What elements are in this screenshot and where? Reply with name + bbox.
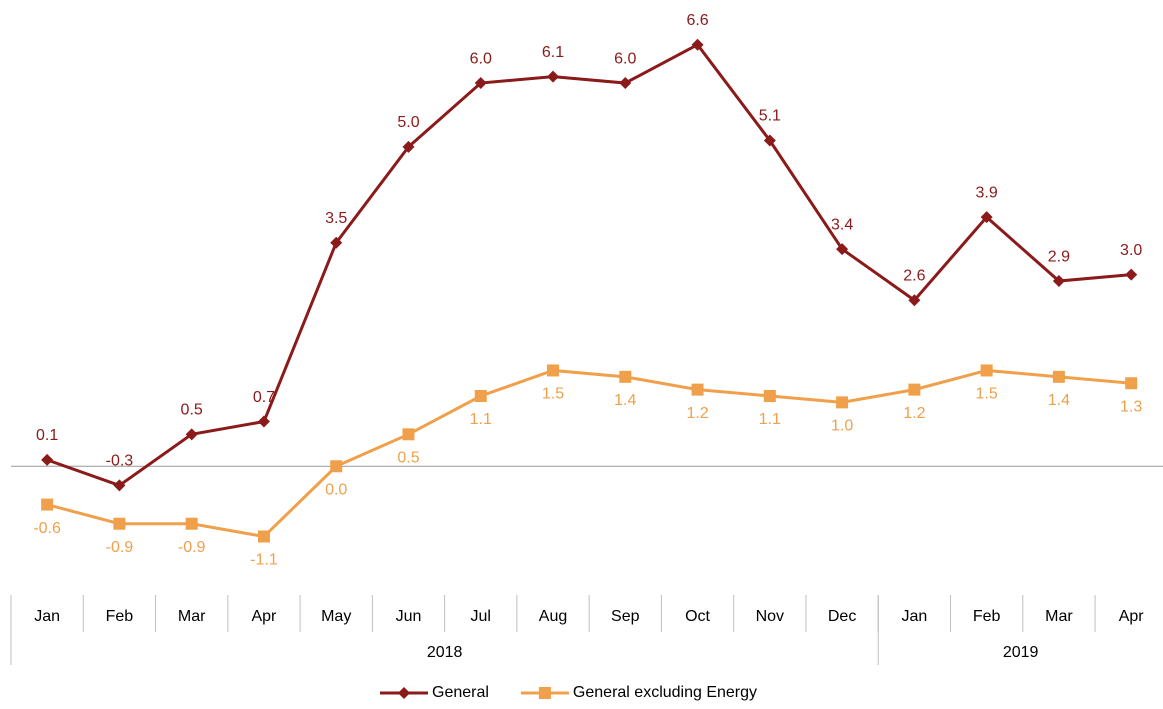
x-tick-label: Jan: [34, 608, 60, 625]
marker: [474, 77, 487, 90]
marker: [185, 517, 198, 530]
marker: [398, 687, 410, 699]
marker: [763, 390, 776, 402]
marker: [41, 453, 54, 466]
data-label: 0.5: [181, 402, 203, 419]
data-label: 0.5: [397, 450, 419, 467]
data-label: 1.4: [614, 392, 636, 409]
data-label: -0.9: [106, 539, 134, 556]
marker: [1125, 377, 1138, 390]
x-tick-label: Oct: [685, 608, 710, 625]
data-label: -0.3: [106, 453, 134, 470]
data-label: 3.5: [325, 210, 347, 227]
marker: [547, 364, 560, 377]
x-tick-label: Sep: [611, 608, 640, 625]
marker: [547, 70, 560, 83]
marker: [1125, 268, 1138, 281]
marker: [763, 134, 776, 147]
x-tick-label: Apr: [251, 608, 277, 625]
marker: [836, 243, 849, 256]
data-label: 6.6: [686, 12, 708, 29]
x-tick-label: Jan: [901, 608, 927, 625]
marker: [402, 428, 415, 441]
series-line: [46, 42, 1132, 488]
data-label: 1.5: [976, 386, 998, 403]
data-label: 1.1: [759, 411, 781, 428]
marker: [41, 498, 54, 511]
marker: [691, 383, 704, 396]
data-label: 2.6: [903, 267, 925, 284]
data-label: 0.7: [253, 389, 275, 406]
x-tick-label: Nov: [756, 608, 784, 625]
x-tick-label: Jun: [396, 608, 422, 625]
x-tick-label: Mar: [1045, 608, 1073, 625]
x-tick-label: Dec: [828, 608, 856, 625]
marker: [113, 479, 126, 492]
marker: [908, 383, 921, 396]
data-label: 1.2: [686, 405, 708, 422]
data-label: 1.0: [831, 418, 853, 435]
marker: [980, 364, 993, 377]
marker: [980, 211, 993, 224]
data-label: 1.4: [1048, 392, 1070, 409]
legend-label: General excluding Energy: [573, 684, 757, 701]
marker: [908, 294, 921, 307]
x-tick-label: Apr: [1119, 608, 1145, 625]
data-label: 3.9: [976, 184, 998, 201]
marker: [330, 460, 343, 473]
marker: [402, 140, 415, 153]
series-line: [46, 368, 1132, 539]
marker: [257, 415, 270, 428]
legend-label: General: [432, 684, 489, 701]
marker: [185, 428, 198, 441]
data-label: 3.4: [831, 216, 853, 233]
data-label: 3.0: [1120, 242, 1142, 259]
marker: [691, 38, 704, 51]
marker: [474, 390, 487, 402]
x-tick-label: Jul: [471, 608, 491, 625]
data-label: 0.1: [36, 427, 58, 444]
data-label: 0.0: [325, 481, 347, 498]
x-group-label: 2019: [1003, 644, 1039, 661]
marker: [836, 396, 849, 409]
marker: [330, 236, 343, 249]
data-label: -0.9: [178, 539, 206, 556]
marker: [1052, 370, 1065, 383]
data-label: 5.1: [759, 108, 781, 125]
x-tick-label: Mar: [178, 608, 206, 625]
data-label: 6.0: [470, 50, 492, 67]
data-label: 1.5: [542, 386, 564, 403]
data-label: 5.0: [397, 114, 419, 131]
marker: [1052, 275, 1065, 288]
data-label: 1.2: [903, 405, 925, 422]
data-label: 1.1: [470, 411, 492, 428]
marker: [619, 77, 632, 90]
x-tick-label: Feb: [106, 608, 134, 625]
data-label: 1.3: [1120, 398, 1142, 415]
marker: [538, 687, 551, 699]
data-label: 6.1: [542, 44, 564, 61]
x-tick-label: Aug: [539, 608, 567, 625]
x-tick-label: Feb: [973, 608, 1001, 625]
data-label: 2.9: [1048, 248, 1070, 265]
x-tick-label: May: [321, 608, 351, 625]
marker: [113, 517, 126, 530]
data-label: -1.1: [250, 552, 278, 569]
data-label: 6.0: [614, 50, 636, 67]
x-group-label: 2018: [427, 644, 463, 661]
data-label: -0.6: [33, 520, 61, 537]
marker: [619, 370, 632, 383]
marker: [257, 530, 270, 543]
